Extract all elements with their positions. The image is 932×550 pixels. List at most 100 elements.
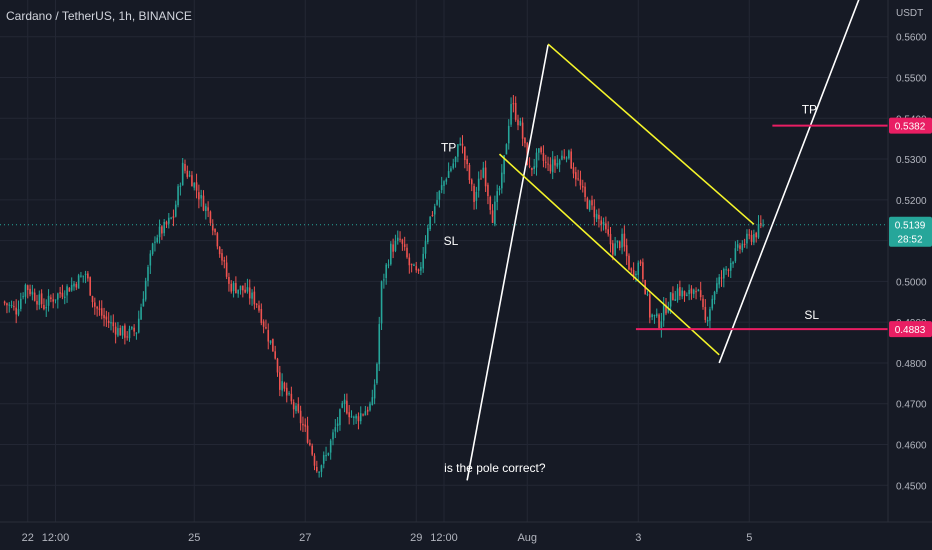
candle-body [230, 283, 233, 292]
candle-body [510, 104, 512, 125]
candle-body [15, 307, 17, 315]
candle-body [556, 163, 559, 167]
candle-body [639, 261, 642, 264]
candle-body [151, 243, 154, 254]
candle-body [433, 206, 436, 215]
candle-body [600, 220, 603, 225]
candle-body [348, 412, 350, 418]
candle-body [720, 277, 723, 279]
candle-body [378, 324, 381, 365]
candle-body [144, 280, 147, 300]
candle-body [517, 119, 519, 126]
candle-body [156, 237, 159, 243]
candle-body [147, 266, 149, 281]
candle-body [653, 315, 656, 317]
candle-body [325, 454, 327, 457]
candle-body [66, 286, 68, 296]
candle-body [45, 307, 48, 309]
candle-body [87, 273, 89, 279]
candle-body [466, 158, 468, 165]
candle-body [8, 304, 11, 306]
candle-body [683, 291, 686, 296]
candle-body [762, 224, 764, 226]
candle-body [272, 338, 274, 352]
candle-body [454, 157, 457, 163]
candle-body [75, 283, 78, 288]
candle-body [457, 144, 459, 157]
candle-body [334, 427, 337, 432]
candle-body [468, 164, 471, 181]
annotation-label: SL [444, 234, 459, 248]
candle-body [94, 302, 96, 307]
candle-body [38, 294, 41, 306]
candle-body [554, 159, 556, 166]
candle-body [699, 290, 702, 298]
candle-body [692, 289, 695, 295]
chart-drawings [0, 0, 888, 481]
candle-body [514, 102, 517, 120]
candle-body [507, 125, 510, 144]
candle-body [91, 296, 94, 303]
candle-body [373, 384, 376, 399]
candle-body [452, 163, 455, 168]
price-badge-countdown: 28:52 [897, 235, 922, 246]
candle-body [339, 409, 341, 426]
candle-body [369, 403, 371, 411]
candle-body [253, 291, 256, 305]
candle-body [443, 181, 445, 187]
candle-body [20, 298, 22, 309]
candle-body [207, 207, 209, 211]
candle-body [357, 416, 360, 422]
price-badge [889, 321, 932, 338]
price-badges: 0.5382 0.5139 28:52 0.4883 [889, 117, 932, 338]
price-axis-panel[interactable] [888, 0, 932, 522]
candle-body [494, 201, 496, 225]
candle-body [431, 215, 434, 217]
candle-body [320, 465, 323, 472]
candle-body [403, 244, 406, 247]
candle-body [496, 191, 498, 203]
candle-body [195, 182, 198, 191]
time-axis-panel[interactable] [0, 522, 932, 550]
price-badge [889, 216, 932, 247]
candle-body [473, 185, 475, 202]
candle-body [232, 282, 235, 291]
candle-body [477, 178, 480, 191]
price-tick-label: 0.5300 [896, 155, 927, 166]
candle-body [524, 137, 526, 144]
candle-body [313, 455, 316, 466]
candle-body [274, 351, 276, 359]
candle-body [281, 381, 283, 391]
candle-body [602, 221, 605, 225]
candle-body [366, 409, 369, 412]
candle-body [188, 175, 191, 177]
candle-body [570, 151, 572, 169]
candle-body [612, 243, 614, 255]
candle-body [255, 303, 258, 305]
candle-body [399, 238, 401, 240]
candle-body [6, 303, 8, 306]
candle-body [149, 253, 152, 266]
candle-body [540, 147, 542, 153]
candle-body [741, 243, 744, 251]
candle-body [635, 273, 637, 276]
candle-body [642, 262, 644, 280]
candle-body [623, 233, 626, 247]
candle-body [429, 216, 431, 230]
candle-body [221, 253, 223, 261]
candle-body [436, 200, 438, 205]
price-badge-label: 0.4883 [895, 325, 926, 336]
candle-body [572, 167, 575, 174]
candle-body [218, 246, 221, 255]
candle-body [385, 264, 387, 279]
candle-body [725, 269, 727, 271]
candle-body [17, 309, 20, 315]
candle-body [114, 326, 117, 335]
candle-body [57, 293, 59, 300]
candle-body [544, 161, 547, 163]
candle-body [316, 466, 318, 472]
candle-body [84, 273, 87, 275]
candle-body [77, 275, 80, 289]
